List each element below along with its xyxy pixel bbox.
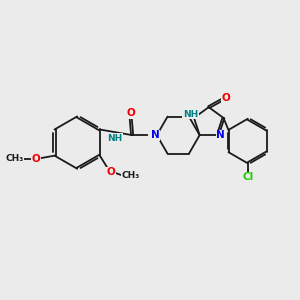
Text: O: O: [222, 93, 231, 103]
Text: O: O: [32, 154, 40, 164]
Text: N: N: [216, 130, 225, 140]
Text: O: O: [107, 167, 116, 177]
Text: NH: NH: [183, 110, 198, 119]
Text: CH₃: CH₃: [5, 154, 23, 163]
Text: N: N: [148, 130, 157, 140]
Text: NH: NH: [107, 134, 122, 143]
Text: N: N: [151, 130, 160, 140]
Text: O: O: [126, 108, 135, 118]
Text: Cl: Cl: [242, 172, 254, 182]
Text: CH₃: CH₃: [121, 171, 139, 180]
